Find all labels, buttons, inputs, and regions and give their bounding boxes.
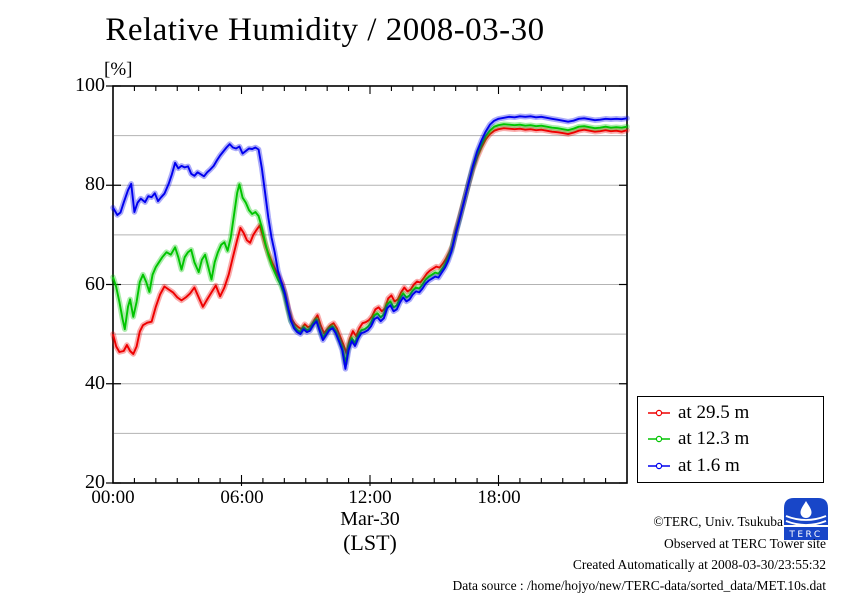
blue-line-marker-icon: [648, 462, 670, 470]
y-tick-label-80: 80: [85, 173, 105, 196]
terc-logo: TERC: [784, 498, 828, 540]
y-axis-unit-label: [%]: [104, 59, 133, 80]
footer-copyright: ©TERC, Univ. Tsukuba: [653, 514, 783, 529]
y-tick-label-100: 100: [75, 74, 105, 97]
y-tick-label-40: 40: [85, 372, 105, 395]
x-tick-label-1200: 12:00: [348, 487, 392, 508]
legend-label: at 12.3 m: [678, 428, 750, 450]
legend-item-29-5m: at 29.5 m: [647, 402, 823, 424]
x-tick-label-0600: 06:00: [220, 487, 264, 508]
x-tick-label-1800: 18:00: [477, 487, 521, 508]
x-axis-timezone-label: (LST): [343, 530, 397, 555]
chart-title: Relative Humidity / 2008-03-30: [105, 12, 545, 48]
legend-label: at 29.5 m: [678, 402, 750, 424]
footer-created-at: Created Automatically at 2008-03-30/23:5…: [572, 557, 826, 572]
x-axis-date-label: Mar-30: [340, 508, 400, 530]
logo-text: TERC: [788, 530, 822, 540]
legend-box: at 29.5 m at 12.3 m at 1.6 m: [637, 396, 824, 483]
red-line-marker-icon: [648, 409, 670, 417]
footer-data-source: Data source : /home/hojyo/new/TERC-data/…: [452, 578, 826, 593]
legend-item-12-3m: at 12.3 m: [647, 428, 823, 450]
legend-item-1-6m: at 1.6 m: [647, 455, 823, 477]
x-tick-label-0000: 00:00: [91, 487, 135, 508]
y-tick-label-20: 20: [85, 471, 105, 494]
water-drop-icon: [800, 501, 812, 518]
green-line-marker-icon: [648, 436, 670, 443]
y-tick-label-60: 60: [85, 273, 105, 296]
legend-label: at 1.6 m: [678, 454, 740, 476]
footer-observed-at: Observed at TERC Tower site: [663, 536, 826, 551]
